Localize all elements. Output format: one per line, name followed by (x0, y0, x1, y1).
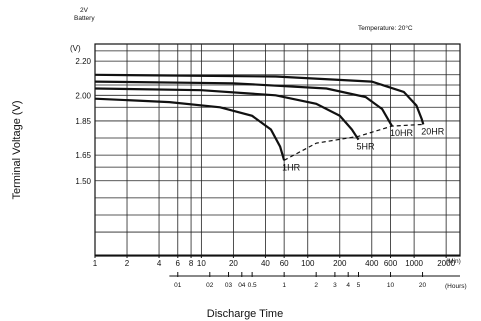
x-hour-tick-label: 4 (346, 282, 350, 289)
plot-area-frame (94, 43, 461, 257)
x-hour-tick-label: 20 (419, 282, 427, 289)
y-tick-label: 2.20 (75, 57, 91, 66)
x-minute-tick-label: 200 (333, 259, 347, 268)
x-minute-tick-label: 1 (93, 259, 98, 268)
x-minute-tick-label: 100 (301, 259, 315, 268)
y-tick-label: 1.50 (75, 177, 91, 186)
x-minute-tick-label: 8 (189, 259, 194, 268)
x-minute-tick-label: 60 (280, 259, 289, 268)
y-tick-label: 2.00 (75, 91, 91, 100)
x-hour-tick-label: 01 (174, 282, 182, 289)
y-tick-label: 1.65 (75, 151, 91, 160)
x-hour-tick-label: 2 (314, 282, 318, 289)
y-unit-label: (V) (70, 44, 81, 53)
x-hour-unit: (Hours) (445, 283, 467, 290)
y-tick-label: 1.85 (75, 117, 91, 126)
x-hour-tick-label: 04 (238, 282, 246, 289)
series-layer: 1HR 5HR 10HR 20HR (94, 73, 445, 172)
battery-label-line1: 2V (80, 7, 89, 14)
curve-1hr (94, 97, 286, 161)
x-minute-tick-label: 40 (261, 259, 270, 268)
x-minute-tick-label: 1000 (405, 259, 423, 268)
series-label-20hr: 20HR (421, 126, 445, 136)
end-voltage-dashed-line (283, 123, 424, 161)
series-label-1hr: 1HR (282, 162, 301, 172)
x-minute-tick-label: 600 (384, 259, 398, 268)
temperature-label: Temperature: 20°C (358, 24, 413, 32)
x-hour-tick-label: 03 (225, 282, 233, 289)
x-minute-tick-label: 6 (176, 259, 181, 268)
curve-20hr (94, 73, 425, 125)
y-tick-labels: 2.20 2.00 1.85 1.65 1.50 (75, 57, 91, 186)
x-hour-tick-label: 5 (357, 282, 361, 289)
x-minute-tick-label: 10 (197, 259, 206, 268)
series-label-5hr: 5HR (356, 142, 375, 152)
x-hour-tick-label: 3 (333, 282, 337, 289)
curve-10hr (94, 80, 393, 127)
y-axis-label: Terminal Voltage (V) (11, 100, 23, 199)
x-hour-tick-label: 0.5 (248, 282, 257, 289)
x-axis-label: Discharge Time (207, 308, 283, 320)
series-label-10hr: 10HR (390, 128, 414, 138)
x-minute-tick-label: 4 (157, 259, 162, 268)
x-hour-tick-label: 10 (387, 282, 395, 289)
battery-label-line2: Battery (74, 15, 95, 22)
x-hour-tick-label: 02 (206, 282, 214, 289)
x-minute-tick-label: 20 (229, 259, 238, 268)
x-minute-unit: (Min) (446, 258, 461, 265)
x-minute-tick-label: 2000 (437, 259, 455, 268)
curve-5hr (94, 87, 360, 141)
x-hour-tick-label: 1 (282, 282, 286, 289)
x-minute-tick-label: 400 (365, 259, 379, 268)
x-minute-tick-label: 2 (125, 259, 130, 268)
